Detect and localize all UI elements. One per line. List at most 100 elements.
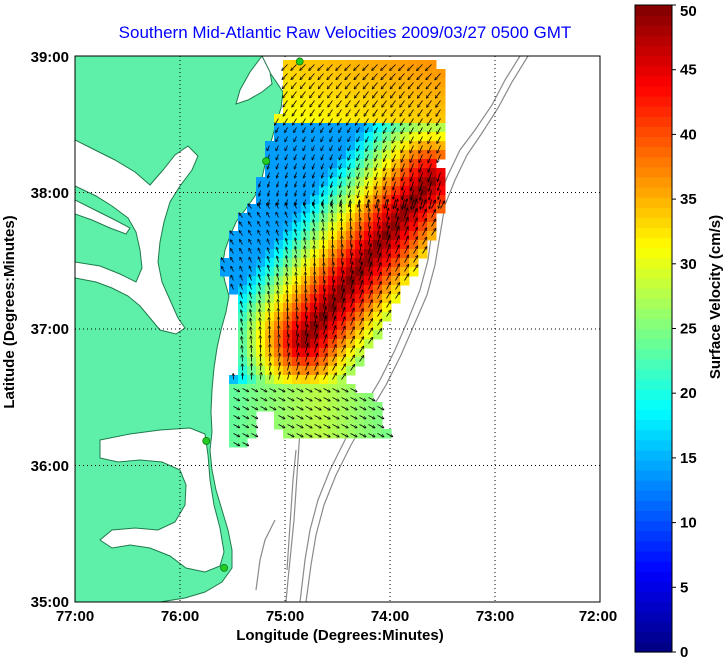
colorbar-step xyxy=(635,156,672,168)
velocity-arrow xyxy=(350,388,357,392)
velocity-arrow xyxy=(258,230,261,236)
velocity-cell xyxy=(355,303,365,313)
velocity-arrow xyxy=(310,100,315,107)
velocity-cell xyxy=(256,276,266,286)
velocity-arrow xyxy=(373,118,378,126)
velocity-arrow xyxy=(331,190,333,197)
velocity-arrow xyxy=(301,118,306,126)
velocity-cell xyxy=(274,222,284,232)
velocity-arrow xyxy=(374,127,378,133)
velocity-arrow xyxy=(336,73,342,80)
velocity-cell xyxy=(328,204,338,214)
velocity-arrow xyxy=(296,397,303,401)
colorbar-step xyxy=(635,298,672,309)
velocity-arrow xyxy=(303,136,306,142)
velocity-arrow xyxy=(287,282,288,290)
velocity-arrow xyxy=(259,292,261,299)
velocity-arrow xyxy=(276,145,279,151)
velocity-arrow xyxy=(312,145,315,151)
velocity-cell xyxy=(238,276,248,286)
velocity-cell xyxy=(319,231,329,241)
velocity-cell xyxy=(328,375,338,385)
velocity-cell xyxy=(283,285,293,295)
velocity-arrow xyxy=(323,406,331,410)
velocity-cell xyxy=(427,204,437,214)
velocity-arrow xyxy=(413,209,417,218)
velocity-arrow xyxy=(341,397,348,401)
velocity-arrow xyxy=(285,127,288,133)
velocity-arrow xyxy=(259,300,260,308)
velocity-arrow xyxy=(395,264,400,272)
colorbar-step xyxy=(635,621,672,633)
velocity-cell xyxy=(373,249,383,259)
velocity-arrow xyxy=(368,424,375,428)
velocity-arrow xyxy=(286,181,288,187)
velocity-arrow xyxy=(240,240,243,245)
velocity-cell xyxy=(265,312,275,322)
velocity-arrow xyxy=(233,442,240,446)
velocity-arrow xyxy=(240,249,243,254)
velocity-cell xyxy=(247,258,257,268)
velocity-arrow xyxy=(287,362,290,371)
velocity-arrow xyxy=(242,442,249,446)
velocity-arrow xyxy=(395,283,400,290)
velocity-cell xyxy=(247,339,257,349)
velocity-arrow xyxy=(331,181,333,188)
velocity-arrow xyxy=(359,424,366,428)
velocity-arrow xyxy=(420,190,423,201)
velocity-arrow xyxy=(276,230,278,236)
velocity-arrow xyxy=(297,325,298,335)
colorbar-step xyxy=(635,571,672,582)
velocity-arrow xyxy=(404,246,409,254)
velocity-arrow xyxy=(268,172,270,178)
velocity-cell xyxy=(382,249,392,259)
velocity-arrow xyxy=(386,273,391,281)
velocity-arrow xyxy=(295,212,297,218)
velocity-arrow xyxy=(372,82,378,89)
velocity-arrow xyxy=(377,329,382,335)
velocity-arrow xyxy=(428,163,432,173)
colorbar-step xyxy=(635,631,672,643)
velocity-arrow xyxy=(375,145,378,152)
velocity-arrow xyxy=(400,118,405,126)
velocity-cell xyxy=(391,222,401,232)
velocity-arrow xyxy=(310,118,315,126)
velocity-cell xyxy=(274,303,284,313)
velocity-arrow xyxy=(350,433,357,437)
velocity-arrow xyxy=(422,237,427,245)
velocity-arrow xyxy=(332,397,339,401)
velocity-arrow xyxy=(426,91,432,98)
velocity-cell xyxy=(247,330,257,340)
plot-title: Southern Mid-Atlantic Raw Velocities 200… xyxy=(119,23,572,42)
velocity-arrow xyxy=(323,316,327,326)
colorbar-step xyxy=(635,288,672,299)
colorbar-step xyxy=(635,581,672,592)
velocity-arrow xyxy=(427,109,432,117)
velocity-arrow xyxy=(257,204,261,209)
velocity-arrow xyxy=(261,373,262,380)
velocity-cell xyxy=(328,330,338,340)
velocity-arrow xyxy=(377,254,381,263)
velocity-arrow xyxy=(286,190,287,196)
velocity-arrow xyxy=(240,257,243,263)
velocity-cell xyxy=(247,294,257,304)
velocity-arrow xyxy=(341,271,344,281)
velocity-arrow xyxy=(282,73,288,80)
colorbar-step xyxy=(635,146,672,158)
velocity-cell xyxy=(229,231,239,241)
velocity-arrow xyxy=(369,226,371,236)
velocity-arrow xyxy=(283,118,288,126)
velocity-arrow xyxy=(240,293,243,299)
velocity-arrow xyxy=(354,64,360,71)
colorbar-step xyxy=(635,85,672,97)
velocity-cell xyxy=(292,267,302,277)
velocity-cell xyxy=(319,348,329,358)
velocity-arrow xyxy=(277,265,279,272)
y-tick-label: 37:00 xyxy=(31,321,69,338)
velocity-cell xyxy=(238,330,248,340)
colorbar-step xyxy=(635,35,672,47)
velocity-cell xyxy=(283,267,293,277)
velocity-cell xyxy=(229,258,239,268)
velocity-arrow xyxy=(312,154,315,160)
velocity-arrow xyxy=(312,163,314,169)
